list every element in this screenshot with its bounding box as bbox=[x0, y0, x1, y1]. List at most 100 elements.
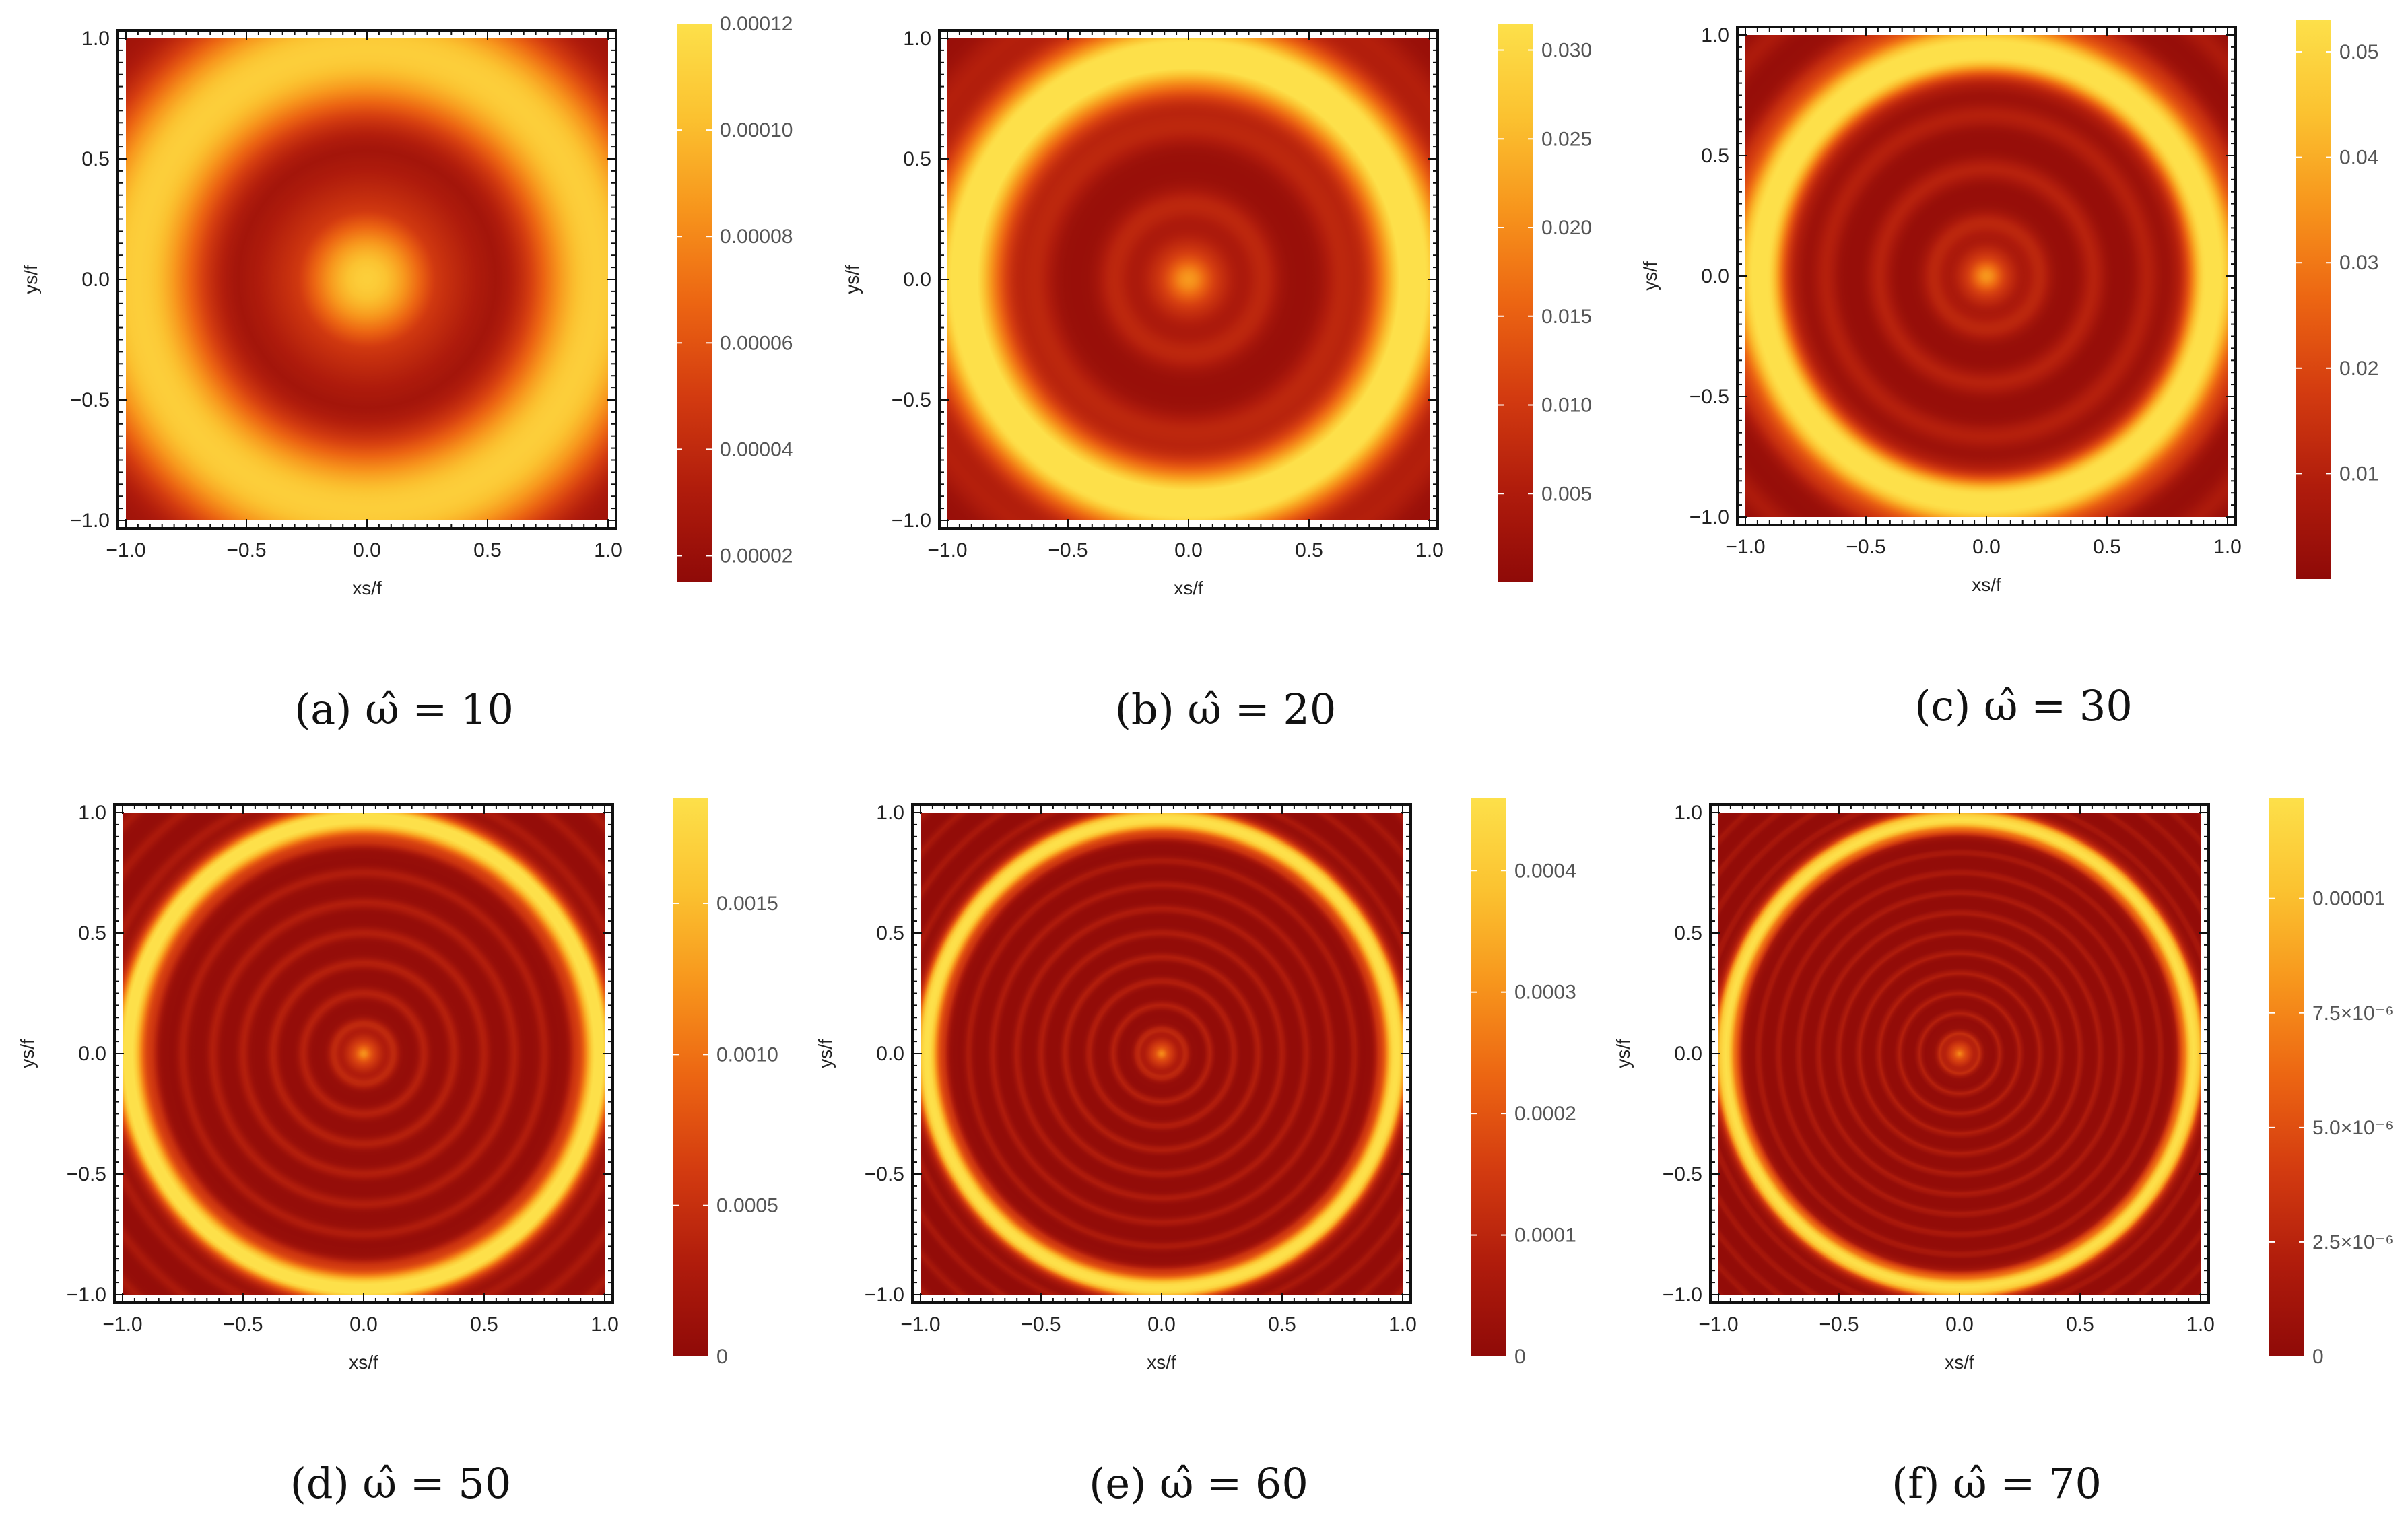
y-tick-label: 0.0 bbox=[1701, 265, 1729, 287]
x-tick-label: −1.0 bbox=[102, 1313, 142, 1336]
panel-caption: (e) ω̂ = 60 bbox=[1089, 1459, 1308, 1508]
colorbar-tick-label: 0.025 bbox=[1541, 128, 1592, 150]
x-tick-label: −1.0 bbox=[1698, 1313, 1738, 1336]
x-tick-label: −0.5 bbox=[1048, 539, 1088, 561]
x-axis-label: xs/f bbox=[1945, 1352, 1974, 1373]
x-tick-label: −0.5 bbox=[223, 1313, 263, 1336]
y-tick-label: −0.5 bbox=[892, 389, 931, 411]
heatmap-image bbox=[1718, 813, 2201, 1295]
x-tick-label: 0.0 bbox=[353, 539, 381, 561]
colorbar-tick-label: 5.0×10⁻⁶ bbox=[2312, 1117, 2394, 1139]
x-tick-label: 1.0 bbox=[1415, 539, 1444, 561]
x-tick-label: −1.0 bbox=[1725, 536, 1765, 558]
colorbar-tick-label: 0.00010 bbox=[720, 119, 793, 141]
heatmap-image bbox=[123, 813, 605, 1295]
colorbar-tick-label: 0.0001 bbox=[1514, 1225, 1576, 1247]
colorbar-tick-label: 0.01 bbox=[2339, 462, 2378, 485]
y-tick-label: 0.0 bbox=[1674, 1043, 1702, 1065]
colorbar-tick-label: 0.010 bbox=[1541, 394, 1592, 417]
y-tick-label: 0.0 bbox=[903, 269, 931, 291]
colorbar-tick-label: 0.00001 bbox=[2312, 888, 2385, 910]
y-tick-label: −0.5 bbox=[1690, 386, 1729, 408]
colorbar-tick-label: 0.00006 bbox=[720, 332, 793, 354]
panel-a: −1.0 −0.5 0.0 0.5 1.0 −1.0 −0.5 0.0 0.5 1.0 xs/f ys… bbox=[20, 13, 793, 734]
colorbar-tick-label: 0.00008 bbox=[720, 226, 793, 248]
panel-caption: (c) ω̂ = 30 bbox=[1914, 681, 2133, 730]
axis-ticks bbox=[1710, 804, 2209, 1303]
x-tick-label: 1.0 bbox=[2213, 536, 2242, 558]
colorbar-tick-label: 0.00002 bbox=[720, 545, 793, 567]
colorbar-tick-label: 0 bbox=[716, 1346, 728, 1368]
panel-caption: (f) ω̂ = 70 bbox=[1892, 1459, 2102, 1508]
x-tick-label: 0.5 bbox=[1268, 1313, 1296, 1336]
colorbar bbox=[677, 24, 712, 582]
y-tick-label: 0.5 bbox=[1674, 922, 1702, 944]
colorbar-tick-label: 0.00004 bbox=[720, 438, 793, 460]
x-tick-label: 1.0 bbox=[591, 1313, 619, 1336]
y-tick-label: −0.5 bbox=[67, 1163, 106, 1185]
heatmap-image bbox=[947, 38, 1430, 520]
axis-ticks bbox=[1737, 27, 2236, 525]
colorbar-tick-label: 0.0003 bbox=[1514, 982, 1576, 1004]
colorbar-tick-label: 0.0005 bbox=[716, 1195, 778, 1217]
colorbar bbox=[1471, 798, 1506, 1356]
colorbar-tick-label: 0.05 bbox=[2339, 41, 2378, 63]
x-tick-label: −0.5 bbox=[226, 539, 266, 561]
colorbar bbox=[2296, 20, 2331, 579]
x-tick-label: 1.0 bbox=[594, 539, 622, 561]
x-tick-label: 0.0 bbox=[1945, 1313, 1974, 1336]
panel-b: −1.0 −0.5 0.0 0.5 1.0 −1.0 −0.5 0.0 0.5 1.0 xs/f ys… bbox=[842, 24, 1592, 734]
x-tick-label: −0.5 bbox=[1846, 536, 1885, 558]
heatmap-image bbox=[126, 38, 608, 520]
heatmap-image bbox=[921, 813, 1403, 1295]
x-tick-label: 0.5 bbox=[470, 1313, 498, 1336]
x-tick-label: −1.0 bbox=[900, 1313, 940, 1336]
y-tick-label: 0.0 bbox=[81, 269, 110, 291]
y-tick-label: −0.5 bbox=[1663, 1163, 1702, 1185]
colorbar-tick-label: 0.0015 bbox=[716, 893, 778, 915]
colorbar bbox=[2269, 798, 2304, 1356]
y-tick-label: 1.0 bbox=[1674, 802, 1702, 824]
y-tick-label: 0.0 bbox=[78, 1043, 106, 1065]
x-axis-label: xs/f bbox=[352, 578, 382, 598]
panel-caption: (a) ω̂ = 10 bbox=[294, 685, 514, 734]
y-axis-label: ys/f bbox=[842, 265, 863, 294]
x-tick-label: 0.0 bbox=[1972, 536, 2001, 558]
y-axis-label: ys/f bbox=[20, 265, 41, 294]
colorbar-tick-label: 0 bbox=[1514, 1346, 1526, 1368]
panel-e: −1.0 −0.5 0.0 0.5 1.0 −1.0 −0.5 0.0 0.5 1.0 xs/f ys… bbox=[815, 798, 1576, 1508]
y-tick-label: −1.0 bbox=[1663, 1284, 1702, 1306]
y-tick-label: 0.5 bbox=[78, 922, 106, 944]
x-tick-label: 0.0 bbox=[1174, 539, 1203, 561]
y-tick-label: −0.5 bbox=[865, 1163, 904, 1185]
y-tick-label: 1.0 bbox=[81, 28, 110, 50]
y-tick-label: 0.5 bbox=[876, 922, 904, 944]
colorbar bbox=[673, 798, 708, 1356]
panel-caption: (b) ω̂ = 20 bbox=[1115, 685, 1337, 734]
colorbar-tick-label: 0.005 bbox=[1541, 483, 1592, 505]
x-tick-label: 0.5 bbox=[1295, 539, 1323, 561]
y-tick-label: −1.0 bbox=[892, 510, 931, 532]
x-axis-label: xs/f bbox=[349, 1352, 378, 1373]
y-tick-label: −1.0 bbox=[1690, 506, 1729, 528]
colorbar-tick-label: 0.03 bbox=[2339, 252, 2378, 274]
colorbar-tick-label: 2.5×10⁻⁶ bbox=[2312, 1231, 2394, 1253]
y-axis-label: ys/f bbox=[17, 1039, 38, 1068]
colorbar-tick-label: 0.015 bbox=[1541, 306, 1592, 328]
y-axis-label: ys/f bbox=[1613, 1039, 1634, 1068]
axis-ticks bbox=[114, 804, 613, 1303]
y-axis-label: ys/f bbox=[1640, 261, 1661, 291]
colorbar-tick-label: 0.04 bbox=[2339, 147, 2378, 169]
y-axis-label: ys/f bbox=[815, 1039, 836, 1068]
panel-f: −1.0 −0.5 0.0 0.5 1.0 −1.0 −0.5 0.0 0.5 1.0 xs/f ys… bbox=[1613, 798, 2394, 1508]
heatmap-image bbox=[1745, 35, 2228, 517]
y-tick-label: −1.0 bbox=[70, 510, 110, 532]
x-tick-label: 0.0 bbox=[349, 1313, 378, 1336]
y-tick-label: 0.5 bbox=[903, 148, 931, 170]
y-tick-label: 0.5 bbox=[81, 148, 110, 170]
x-tick-label: 0.5 bbox=[2066, 1313, 2094, 1336]
x-axis-label: xs/f bbox=[1972, 574, 2001, 595]
y-tick-label: 0.0 bbox=[876, 1043, 904, 1065]
y-tick-label: 0.5 bbox=[1701, 145, 1729, 167]
